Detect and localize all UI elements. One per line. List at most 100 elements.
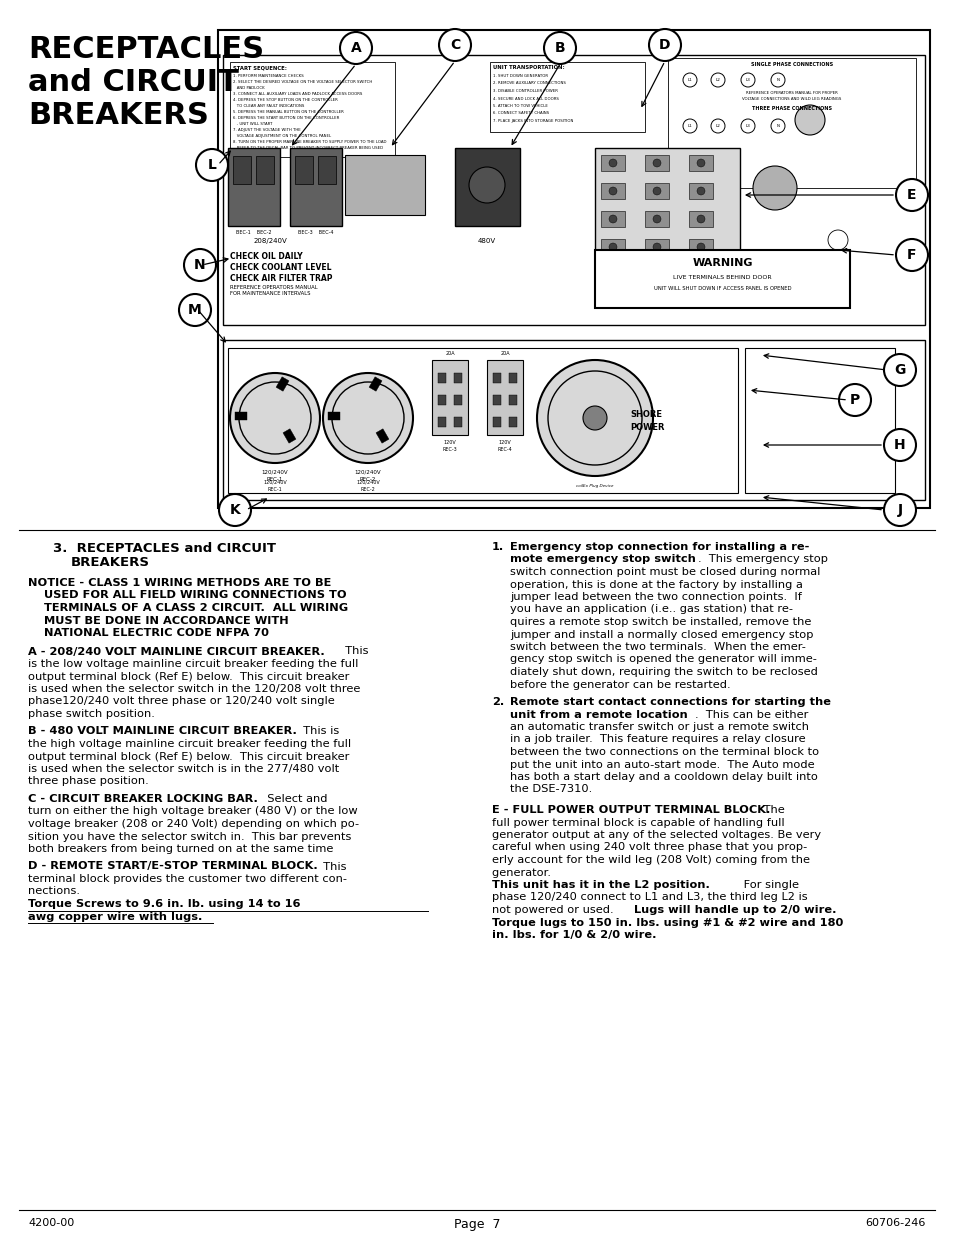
Bar: [493, 373, 500, 383]
Circle shape: [652, 186, 660, 195]
Text: THREE PHASE CONNECTIONS: THREE PHASE CONNECTIONS: [751, 106, 831, 111]
Text: REC-2: REC-2: [360, 487, 375, 492]
Text: jumper lead between the two connection points.  If: jumper lead between the two connection p…: [510, 592, 801, 601]
Bar: [290, 148, 341, 226]
Circle shape: [438, 28, 471, 61]
Bar: [233, 156, 251, 184]
Text: CHECK COOLANT LEVEL: CHECK COOLANT LEVEL: [230, 263, 331, 272]
Text: L: L: [208, 158, 216, 172]
Text: 120/240V: 120/240V: [355, 471, 381, 475]
Circle shape: [697, 215, 704, 224]
Text: 480V: 480V: [477, 238, 496, 245]
Text: diately shut down, requiring the switch to be reclosed: diately shut down, requiring the switch …: [510, 667, 817, 677]
Bar: [600, 267, 624, 283]
Text: START SEQUENCE:: START SEQUENCE:: [233, 65, 287, 70]
Text: gency stop switch is opened the generator will imme-: gency stop switch is opened the generato…: [510, 655, 816, 664]
Text: and CIRCUIT: and CIRCUIT: [28, 68, 238, 98]
Text: NOTICE - CLASS 1 WIRING METHODS ARE TO BE: NOTICE - CLASS 1 WIRING METHODS ARE TO B…: [28, 578, 331, 588]
Circle shape: [740, 73, 754, 86]
Bar: [283, 429, 295, 443]
Text: 4. SECURE AND LOCK ALL DOORS: 4. SECURE AND LOCK ALL DOORS: [493, 96, 558, 100]
Circle shape: [608, 159, 617, 167]
Circle shape: [652, 270, 660, 279]
Text: B: B: [554, 41, 565, 56]
Text: USED FOR ALL FIELD WIRING CONNECTIONS TO: USED FOR ALL FIELD WIRING CONNECTIONS TO: [28, 590, 346, 600]
Bar: [595, 249, 849, 308]
Text: Torque lugs to 150 in. lbs. using #1 & #2 wire and 180: Torque lugs to 150 in. lbs. using #1 & #…: [492, 918, 842, 927]
Text: Remote start contact connections for starting the: Remote start contact connections for sta…: [510, 697, 830, 706]
Text: UNIT WILL SHUT DOWN IF ACCESS PANEL IS OPENED: UNIT WILL SHUT DOWN IF ACCESS PANEL IS O…: [653, 287, 790, 291]
Bar: [437, 417, 446, 427]
Text: unit from a remote location: unit from a remote location: [510, 709, 687, 720]
Text: generator output at any of the selected voltages. Be very: generator output at any of the selected …: [492, 830, 821, 840]
Circle shape: [697, 270, 704, 279]
Circle shape: [883, 354, 915, 387]
Text: 3.  RECEPTACLES and CIRCUIT: 3. RECEPTACLES and CIRCUIT: [53, 542, 275, 555]
Bar: [509, 417, 517, 427]
Text: terminal block provides the customer two different con-: terminal block provides the customer two…: [28, 874, 347, 884]
Text: NATIONAL ELECTRIC CODE NFPA 70: NATIONAL ELECTRIC CODE NFPA 70: [28, 629, 269, 638]
Text: 20A: 20A: [499, 351, 509, 356]
Bar: [688, 156, 712, 170]
Text: is used when the selector switch in the 120/208 volt three: is used when the selector switch in the …: [28, 684, 360, 694]
Text: is the low voltage mainline circuit breaker feeding the full: is the low voltage mainline circuit brea…: [28, 659, 358, 669]
Bar: [255, 156, 274, 184]
Text: REFERENCE OPERATORS MANUAL FOR PROPER: REFERENCE OPERATORS MANUAL FOR PROPER: [745, 91, 837, 95]
Text: 2. SELECT THE DESIRED VOLTAGE ON THE VOLTAGE SELECTOR SWITCH: 2. SELECT THE DESIRED VOLTAGE ON THE VOL…: [233, 80, 372, 84]
Circle shape: [770, 73, 784, 86]
Bar: [437, 395, 446, 405]
Text: 60706-246: 60706-246: [864, 1218, 925, 1228]
Bar: [644, 240, 668, 254]
Text: D - REMOTE START/E-STOP TERMINAL BLOCK.: D - REMOTE START/E-STOP TERMINAL BLOCK.: [28, 862, 317, 872]
Circle shape: [682, 73, 697, 86]
Bar: [454, 417, 461, 427]
Circle shape: [697, 243, 704, 251]
Text: erly account for the wild leg (208 Volt) coming from the: erly account for the wild leg (208 Volt)…: [492, 855, 809, 864]
Bar: [688, 240, 712, 254]
Text: both breakers from being turned on at the same time: both breakers from being turned on at th…: [28, 844, 333, 853]
Text: awg copper wire with lugs.: awg copper wire with lugs.: [28, 911, 202, 921]
Bar: [595, 148, 740, 303]
Text: before the generator can be restarted.: before the generator can be restarted.: [510, 679, 730, 689]
Text: 4200-00: 4200-00: [28, 1218, 74, 1228]
Text: Page  7: Page 7: [454, 1218, 499, 1231]
Text: 2.: 2.: [492, 697, 504, 706]
Text: switch between the two terminals.  When the emer-: switch between the two terminals. When t…: [510, 642, 805, 652]
Circle shape: [184, 249, 215, 282]
Text: BEC-3    BEC-4: BEC-3 BEC-4: [298, 230, 334, 235]
Text: REC-1: REC-1: [267, 477, 283, 482]
Text: E: E: [906, 188, 916, 203]
Text: phase switch position.: phase switch position.: [28, 709, 154, 719]
Text: G: G: [893, 363, 904, 377]
Text: P: P: [849, 393, 860, 408]
Text: A - 208/240 VOLT MAINLINE CIRCUIT BREAKER.: A - 208/240 VOLT MAINLINE CIRCUIT BREAKE…: [28, 646, 324, 657]
Text: E - FULL POWER OUTPUT TERMINAL BLOCK.: E - FULL POWER OUTPUT TERMINAL BLOCK.: [492, 805, 770, 815]
Circle shape: [895, 240, 927, 270]
Text: M: M: [188, 303, 202, 317]
Bar: [432, 359, 468, 435]
Text: K: K: [230, 503, 240, 517]
Text: three phase position.: three phase position.: [28, 777, 149, 787]
Text: 3. DISABLE CONTROLLER POWER: 3. DISABLE CONTROLLER POWER: [493, 89, 558, 93]
Text: BREAKERS: BREAKERS: [71, 556, 150, 569]
Text: This: This: [315, 862, 346, 872]
Text: B - 480 VOLT MAINLINE CIRCUIT BREAKER.: B - 480 VOLT MAINLINE CIRCUIT BREAKER.: [28, 726, 296, 736]
Text: L3: L3: [745, 78, 750, 82]
Text: phase120/240 volt three phase or 120/240 volt single: phase120/240 volt three phase or 120/240…: [28, 697, 335, 706]
Text: SINGLE PHASE CONNECTIONS: SINGLE PHASE CONNECTIONS: [750, 62, 832, 67]
Text: L1: L1: [687, 124, 692, 128]
Text: switch connection point must be closed during normal: switch connection point must be closed d…: [510, 567, 820, 577]
Text: TERMINALS OF A CLASS 2 CIRCUIT.  ALL WIRING: TERMINALS OF A CLASS 2 CIRCUIT. ALL WIRI…: [28, 603, 348, 613]
Text: an automatic transfer switch or just a remote switch: an automatic transfer switch or just a r…: [510, 722, 808, 732]
Bar: [644, 267, 668, 283]
Bar: [317, 156, 335, 184]
Text: F: F: [906, 248, 916, 262]
Circle shape: [230, 373, 319, 463]
Text: has both a start delay and a cooldown delay built into: has both a start delay and a cooldown de…: [510, 772, 817, 782]
Text: 1.: 1.: [492, 542, 504, 552]
Bar: [230, 62, 395, 157]
Text: UNIT TRANSPORTATION:: UNIT TRANSPORTATION:: [493, 65, 564, 70]
Text: .  This emergency stop: . This emergency stop: [698, 555, 827, 564]
Text: - UNIT WILL START: - UNIT WILL START: [233, 122, 273, 126]
Circle shape: [219, 494, 251, 526]
